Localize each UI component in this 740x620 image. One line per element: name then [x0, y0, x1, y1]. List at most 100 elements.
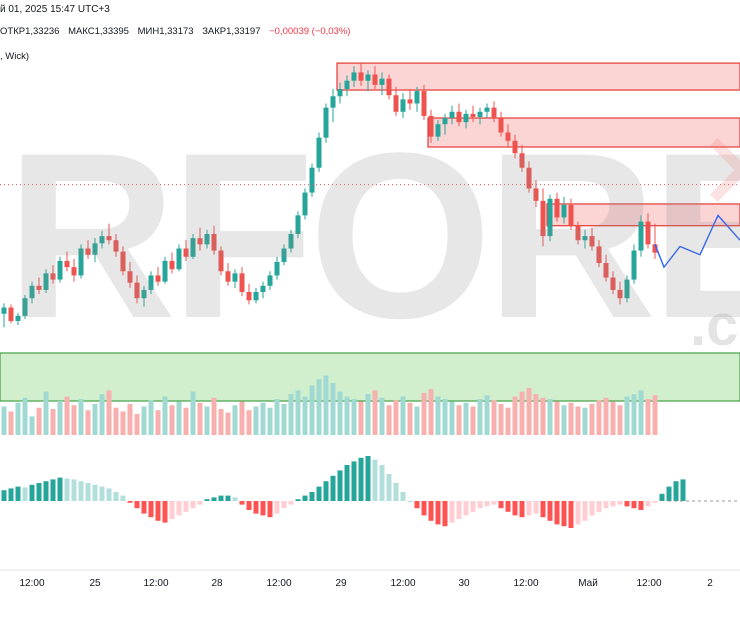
candle	[582, 229, 588, 249]
time-tick-label: 12:00	[390, 578, 415, 589]
volume-bar	[1, 406, 7, 435]
indicator-legend[interactable]: , Wick)	[0, 51, 30, 62]
candle	[239, 267, 245, 297]
volume-bar	[134, 413, 140, 435]
volume-bar	[582, 407, 588, 435]
oscillator-bar	[22, 487, 28, 501]
volume-bar	[372, 390, 378, 435]
candle	[512, 134, 518, 159]
volume-bar	[540, 397, 546, 435]
oscillator-bar	[547, 501, 553, 521]
volume-bar	[351, 399, 357, 435]
candle	[428, 109, 434, 143]
candle	[78, 244, 84, 279]
oscillator-bar	[330, 475, 336, 501]
volume-bar	[225, 412, 231, 435]
oscillator-bar	[113, 492, 119, 501]
volume-bar	[428, 389, 434, 435]
oscillator-bar	[596, 501, 602, 512]
candle	[421, 84, 427, 121]
oscillator-bar	[386, 474, 392, 501]
candle	[232, 269, 238, 288]
volume-bar	[491, 400, 497, 435]
candle	[344, 75, 350, 97]
oscillator-bar	[484, 501, 490, 507]
volume-bar	[323, 375, 329, 435]
oscillator-bar	[554, 501, 560, 525]
time-tick-label: 2	[707, 578, 713, 589]
candle	[414, 86, 420, 112]
candle	[477, 107, 483, 125]
candle	[505, 124, 511, 147]
candle	[484, 103, 490, 118]
candle	[169, 252, 175, 274]
candle	[547, 194, 553, 242]
oscillator-bar	[519, 501, 525, 518]
candle	[295, 211, 301, 239]
volume-bar	[8, 411, 14, 435]
oscillator-bar	[533, 501, 539, 514]
volume-bar	[246, 410, 252, 435]
time-tick-label: 12:00	[636, 578, 661, 589]
candle	[141, 285, 147, 307]
candle	[372, 66, 378, 89]
candle	[526, 161, 532, 193]
oscillator-bar	[92, 484, 98, 501]
candle	[365, 70, 371, 92]
candle	[15, 312, 21, 326]
change-readout: −0,00039 (−0,03%)	[269, 26, 351, 37]
volume-bar	[400, 396, 406, 435]
volume-bar	[498, 404, 504, 435]
candle	[36, 277, 42, 295]
oscillator-bar	[428, 501, 434, 521]
oscillator-bar	[274, 501, 280, 514]
oscillator-bar	[204, 499, 210, 501]
volume-bar	[638, 390, 644, 435]
candle	[589, 227, 595, 251]
candle	[50, 265, 56, 284]
volume-bar	[344, 396, 350, 435]
candle	[211, 225, 217, 255]
oscillator-bar	[470, 501, 476, 512]
oscillator-bar	[36, 483, 42, 501]
candle	[491, 101, 497, 123]
volume-bar	[379, 397, 385, 435]
oscillator-bar	[169, 501, 175, 519]
oscillator-bar	[624, 501, 630, 507]
time-axis: 12:00 25 12:00 28 12:00 29 12:00 30 12:00 Май 12:0…	[19, 578, 713, 589]
candle	[652, 223, 658, 259]
volume-bar	[512, 396, 518, 435]
oscillator-bar	[498, 501, 504, 509]
oscillator-layer	[1, 456, 686, 528]
volume-bar	[505, 407, 511, 435]
oscillator-bar	[323, 481, 329, 501]
candle	[71, 258, 77, 282]
oscillator-bar	[148, 501, 154, 518]
oscillator-bar	[183, 501, 189, 512]
oscillator-bar	[491, 501, 497, 505]
candle	[176, 244, 182, 272]
candle	[456, 103, 462, 127]
volume-bar	[22, 397, 28, 435]
oscillator-bar	[85, 483, 91, 501]
oscillator-bar	[225, 495, 231, 501]
time-tick-label: 25	[89, 578, 101, 589]
volume-bar	[386, 405, 392, 435]
candle	[561, 196, 567, 224]
candle	[64, 251, 70, 272]
oscillator-bar	[449, 501, 455, 523]
close-readout: ЗАКР1,33197	[202, 26, 261, 37]
volume-bar	[29, 416, 35, 435]
volume-bar	[57, 400, 63, 435]
candle	[92, 238, 98, 262]
oscillator-bar	[351, 461, 357, 501]
candle	[183, 240, 189, 261]
oscillator-bar	[365, 456, 371, 501]
volume-bar	[477, 399, 483, 435]
candle	[379, 72, 385, 96]
oscillator-bar	[589, 501, 595, 516]
oscillator-bar	[463, 501, 469, 516]
volume-layer	[1, 375, 658, 435]
volume-bar	[533, 394, 539, 435]
